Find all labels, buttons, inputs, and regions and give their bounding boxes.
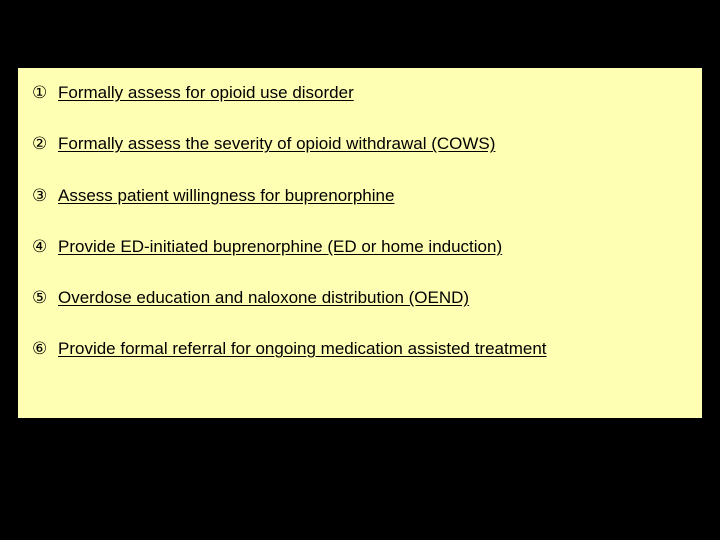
list-item: ① Formally assess for opioid use disorde…: [32, 82, 688, 103]
list-marker: ②: [32, 133, 54, 154]
slide: ① Formally assess for opioid use disorde…: [0, 0, 720, 540]
list-marker: ⑥: [32, 338, 54, 359]
list-item: ⑥ Provide formal referral for ongoing me…: [32, 338, 688, 359]
list-marker: ⑤: [32, 287, 54, 308]
list-text: Provide ED-initiated buprenorphine (ED o…: [58, 236, 502, 257]
list-text: Provide formal referral for ongoing medi…: [58, 338, 547, 359]
list-text: Assess patient willingness for buprenorp…: [58, 185, 394, 206]
list-marker: ④: [32, 236, 54, 257]
list-item: ③ Assess patient willingness for bupreno…: [32, 185, 688, 206]
numbered-list: ① Formally assess for opioid use disorde…: [32, 82, 688, 360]
content-box: ① Formally assess for opioid use disorde…: [18, 68, 702, 418]
list-text: Formally assess the severity of opioid w…: [58, 133, 495, 154]
list-item: ④ Provide ED-initiated buprenorphine (ED…: [32, 236, 688, 257]
list-text: Overdose education and naloxone distribu…: [58, 287, 469, 308]
list-marker: ③: [32, 185, 54, 206]
list-item: ⑤ Overdose education and naloxone distri…: [32, 287, 688, 308]
list-text: Formally assess for opioid use disorder: [58, 82, 354, 103]
list-marker: ①: [32, 82, 54, 103]
list-item: ② Formally assess the severity of opioid…: [32, 133, 688, 154]
